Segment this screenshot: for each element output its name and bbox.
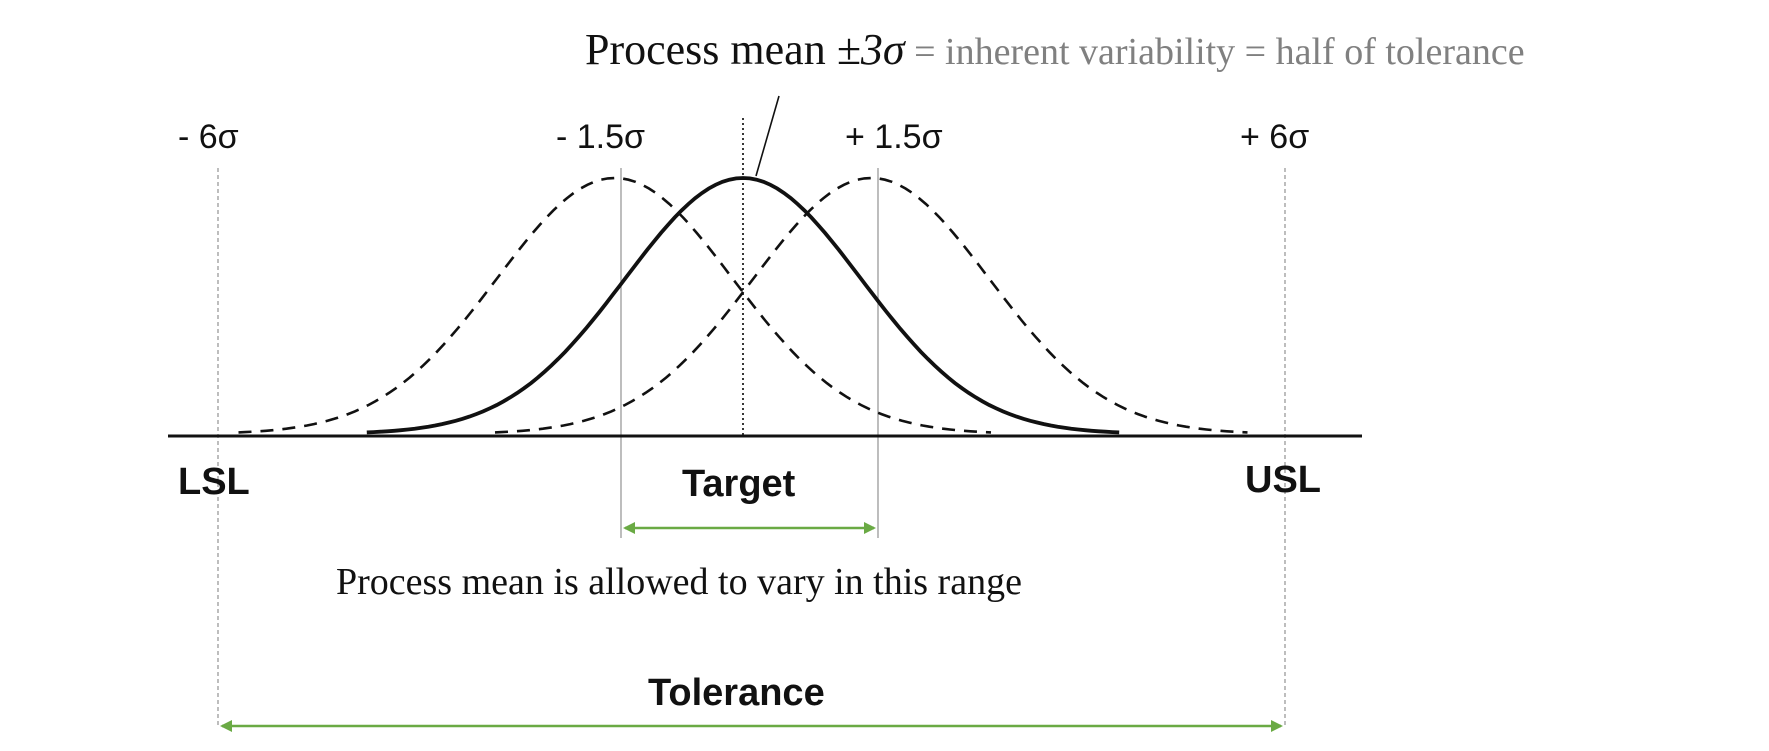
distribution-curve-left-dashed [238, 176, 992, 434]
distribution-curve-right-dashed [494, 176, 1248, 434]
mean-range-note: Process mean is allowed to vary in this … [336, 561, 1022, 603]
title-subtitle: = inherent variability = half of toleran… [905, 31, 1525, 73]
title-callout-line [755, 95, 780, 177]
target-label: Target [682, 463, 796, 505]
title-main-symbol: ±3σ [837, 25, 907, 74]
distribution-curve-center-solid [366, 176, 1120, 435]
lsl-label: LSL [178, 461, 250, 503]
sigma-label-plus-one-five: + 1.5σ [845, 118, 943, 156]
title-main-prefix: Process mean [585, 25, 837, 74]
usl-label: USL [1245, 459, 1321, 501]
sigma-label-plus-six: + 6σ [1240, 118, 1309, 156]
sigma-label-minus-six: - 6σ [178, 118, 239, 156]
title: Process mean ±3σ = inherent variability … [585, 25, 1525, 74]
tolerance-label: Tolerance [648, 672, 825, 714]
sigma-label-minus-one-five: - 1.5σ [556, 118, 645, 156]
